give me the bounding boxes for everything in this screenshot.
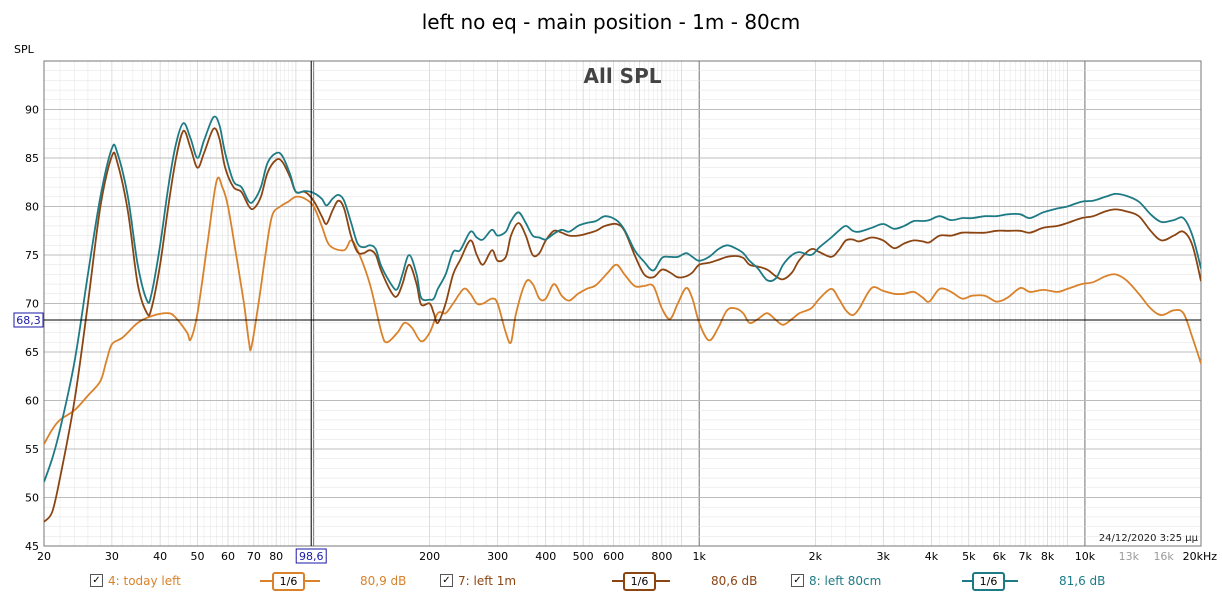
spl-chart[interactable]: All SPL SPL 45 50 55 60 65 70 75 80 85 90 20 30 40 50 60… (0, 0, 1222, 570)
legend-series-name: 7: left 1m (458, 574, 517, 588)
inner-title: All SPL (584, 64, 662, 88)
grid (43, 60, 1202, 547)
smoothing-badge[interactable]: 1/6 (972, 572, 1005, 591)
y-tick-label: 85 (25, 152, 39, 165)
legend-level: 80,6 dB (711, 574, 758, 588)
legend-item-left-80cm[interactable]: ✓ 8: left 80cm 1/6 81,6 dB (791, 571, 1121, 591)
y-tick-label: 75 (25, 249, 39, 262)
x-tick-label: 3k (877, 550, 891, 563)
x-tick-label: 8k (1041, 550, 1055, 563)
smoothing-badge[interactable]: 1/6 (272, 572, 305, 591)
y-tick-label: 70 (25, 298, 39, 311)
series-group (44, 115, 1201, 523)
x-tick-label: 800 (651, 550, 672, 563)
chart-title: left no eq - main position - 1m - 80cm (421, 10, 801, 34)
cursor-x-label: 98,6 (299, 550, 324, 563)
cursor-x-box (295, 548, 327, 564)
legend-level: 80,9 dB (360, 574, 407, 588)
x-tick-label: 500 (573, 550, 594, 563)
legend-item-today-left[interactable]: ✓ 4: today left 1/6 80,9 dB (90, 571, 420, 591)
x-tick-label: 200 (419, 550, 440, 563)
legend-level: 81,6 dB (1059, 574, 1106, 588)
x-tick-label: 7k (1018, 550, 1032, 563)
timestamp: 24/12/2020 3:25 μμ (1099, 533, 1199, 544)
x-tick-label: 13k (1119, 550, 1140, 563)
x-tick-label: 4k (925, 550, 939, 563)
x-tick-label: 80 (269, 550, 283, 563)
x-tick-label: 300 (487, 550, 508, 563)
y-tick-label: 55 (25, 443, 39, 456)
legend-checkbox[interactable]: ✓ (440, 574, 453, 587)
x-tick-label: 30 (105, 550, 119, 563)
x-tick-label: 5k (962, 550, 976, 563)
x-tick-label: 20 (37, 550, 51, 563)
x-tick-label: 20kHz (1183, 550, 1218, 563)
y-tick-label: 65 (25, 346, 39, 359)
series-line-1 (44, 176, 1201, 445)
x-tick-label: 60 (221, 550, 235, 563)
legend-item-left-1m[interactable]: ✓ 7: left 1m 1/6 80,6 dB (440, 571, 770, 591)
x-tick-label: 40 (153, 550, 167, 563)
y-axis-label: SPL (14, 43, 35, 56)
y-tick-label: 80 (25, 201, 39, 214)
y-tick-label: 60 (25, 395, 39, 408)
legend-checkbox[interactable]: ✓ (90, 574, 103, 587)
legend-series-name: 8: left 80cm (809, 574, 882, 588)
x-tick-label: 10k (1075, 550, 1096, 563)
plot-border (43, 60, 1202, 547)
y-tick-label: 45 (25, 540, 39, 553)
cursor-y-box (13, 312, 44, 328)
x-tick-label: 600 (603, 550, 624, 563)
legend-checkbox[interactable]: ✓ (791, 574, 804, 587)
x-tick-label: 6k (993, 550, 1007, 563)
x-tick-label: 2k (809, 550, 823, 563)
x-tick-label: 400 (535, 550, 556, 563)
legend-series-name: 4: today left (108, 574, 181, 588)
x-tick-label: 16k (1153, 550, 1174, 563)
y-tick-label: 90 (25, 104, 39, 117)
series-line-2 (44, 127, 1201, 523)
smoothing-badge[interactable]: 1/6 (623, 572, 656, 591)
cursor-y-label: 68,3 (16, 314, 41, 327)
x-tick-label: 1k (693, 550, 707, 563)
y-tick-label: 50 (25, 492, 39, 505)
x-tick-label: 50 (190, 550, 204, 563)
x-tick-label: 70 (247, 550, 261, 563)
series-line-3 (44, 115, 1201, 483)
